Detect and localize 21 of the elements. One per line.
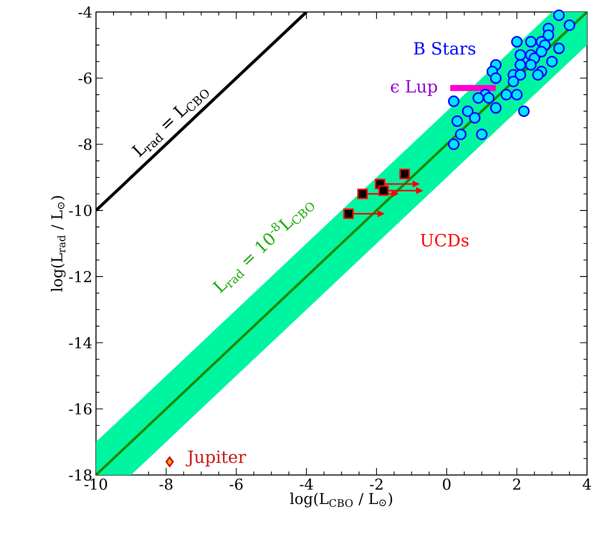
series-label: Jupiter bbox=[186, 450, 246, 466]
series-label: ϵ Lup bbox=[390, 80, 438, 96]
x-tick-label: -6 bbox=[230, 478, 243, 490]
x-tick-label: 4 bbox=[582, 478, 592, 490]
x-tick-label: -4 bbox=[300, 478, 313, 490]
y-tick-label: -6 bbox=[78, 72, 92, 84]
series-label: B Stars bbox=[414, 42, 476, 55]
y-tick-label: -16 bbox=[69, 403, 92, 415]
y-tick-label: -10 bbox=[69, 204, 92, 216]
y-tick-label: -14 bbox=[69, 337, 92, 348]
x-axis-title: log(L$_{CBO}$ / L$_{⊙}$) bbox=[290, 492, 392, 508]
text: UCDs bbox=[420, 234, 469, 247]
x-tick-label: 2 bbox=[513, 478, 520, 490]
y-tick-label: -12 bbox=[69, 271, 92, 282]
x-tick-label: 0 bbox=[442, 478, 450, 490]
y-tick-label: -4 bbox=[78, 6, 92, 18]
x-tick-label: -2 bbox=[370, 478, 382, 490]
y-tick-label: -8 bbox=[78, 138, 92, 150]
y-tick-label: -18 bbox=[69, 469, 92, 481]
y-axis-title: log(L$_{rad}$ / L$_{⊙}$) bbox=[50, 196, 66, 292]
x-tick-label: -8 bbox=[160, 478, 172, 490]
